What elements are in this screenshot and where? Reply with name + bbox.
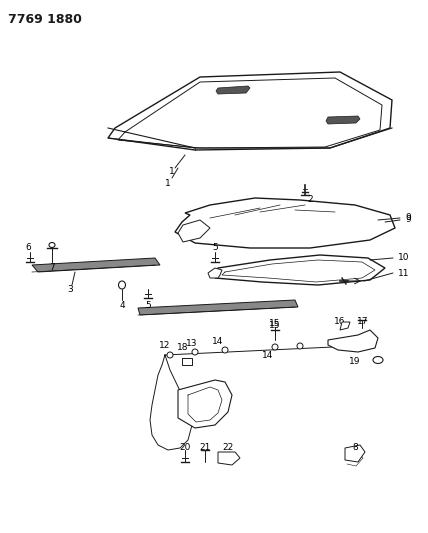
Text: 18: 18 (177, 343, 189, 352)
Text: 21: 21 (199, 442, 211, 451)
Circle shape (192, 349, 198, 355)
Text: 15: 15 (269, 320, 281, 329)
Text: 15: 15 (269, 319, 281, 327)
Text: 3: 3 (67, 286, 73, 295)
Text: 19: 19 (348, 358, 360, 367)
Text: 20: 20 (179, 442, 191, 451)
Text: 1: 1 (165, 179, 171, 188)
Text: 12: 12 (159, 341, 171, 350)
Text: 17: 17 (357, 318, 369, 327)
Polygon shape (340, 322, 350, 330)
Polygon shape (215, 255, 385, 285)
Text: 9: 9 (405, 215, 411, 224)
Text: 5: 5 (145, 301, 151, 310)
Polygon shape (216, 86, 250, 94)
Text: 13: 13 (186, 338, 198, 348)
Text: 4: 4 (119, 301, 125, 310)
Polygon shape (178, 380, 232, 428)
Polygon shape (138, 300, 298, 315)
Polygon shape (178, 220, 210, 242)
Circle shape (222, 347, 228, 353)
Text: 1: 1 (169, 167, 175, 176)
Polygon shape (175, 198, 395, 248)
Polygon shape (32, 258, 160, 272)
Polygon shape (218, 452, 240, 465)
Text: 16: 16 (334, 318, 346, 327)
Text: 6: 6 (25, 244, 31, 253)
Text: 14: 14 (212, 336, 224, 345)
Polygon shape (345, 445, 365, 462)
Text: 7769 1880: 7769 1880 (8, 13, 82, 26)
Polygon shape (328, 330, 378, 352)
Text: 22: 22 (223, 442, 234, 451)
Circle shape (272, 344, 278, 350)
Text: 10: 10 (398, 254, 410, 262)
Text: 7: 7 (49, 262, 55, 271)
Circle shape (297, 343, 303, 349)
Polygon shape (208, 268, 222, 278)
Polygon shape (326, 116, 360, 124)
Text: 9: 9 (405, 214, 411, 222)
Polygon shape (108, 72, 392, 150)
Text: 8: 8 (352, 442, 358, 451)
Text: 5: 5 (212, 244, 218, 253)
Circle shape (167, 352, 173, 358)
Text: 2: 2 (307, 195, 312, 204)
Text: 11: 11 (398, 269, 410, 278)
Text: 14: 14 (262, 351, 273, 359)
